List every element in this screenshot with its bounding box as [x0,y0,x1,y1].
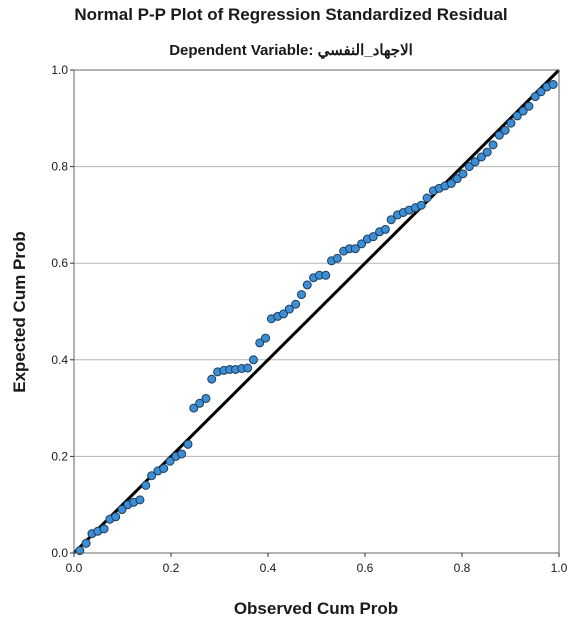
grid-lines [74,166,559,457]
y-tick-label: 0.6 [51,256,68,270]
data-point [350,244,360,254]
data-point [458,169,468,179]
data-point [524,101,534,111]
plot-area [72,68,561,556]
data-point [386,215,396,225]
data-point [416,200,426,210]
data-point [165,456,175,466]
data-point [357,239,367,249]
x-tick-label: 0.4 [260,561,277,575]
y-tick-label: 0.8 [51,160,68,174]
chart-subtitle: Dependent Variable: الاجهاد_النفسي [169,42,413,60]
data-point [201,393,211,403]
y-axis-title: Expected Cum Prob [10,231,29,393]
x-tick-label: 0.0 [66,561,83,575]
data-point [422,193,432,203]
data-point [141,480,151,490]
data-point [177,449,187,459]
data-point [111,512,121,522]
x-tick-label: 0.2 [163,561,180,575]
data-point [488,140,498,150]
data-point [380,224,390,234]
data-point [189,403,199,413]
data-point [452,174,462,184]
y-tick-label: 0.4 [51,353,68,367]
data-point [261,333,271,343]
data-point [135,495,145,505]
data-point [368,232,378,242]
data-point [279,309,289,319]
data-point [470,157,480,167]
data-point [291,299,301,309]
data-point [530,92,540,102]
x-tick-label: 0.8 [454,561,471,575]
data-point [512,111,522,121]
data-point [482,147,492,157]
x-tick-label: 1.0 [551,561,568,575]
data-point [518,106,528,116]
x-axis-title: Observed Cum Prob [234,599,398,618]
data-point [302,280,312,290]
data-points [75,79,558,556]
y-tick-label: 0.0 [51,546,68,560]
data-point [117,505,127,515]
data-point [476,152,486,162]
data-point [506,118,516,128]
data-point [321,270,331,280]
y-axis-ticks: 0.0 0.2 0.4 0.6 0.8 1.0 [51,63,74,560]
data-point [159,463,169,473]
x-tick-label: 0.6 [357,561,374,575]
data-point [296,290,306,300]
data-point [536,87,546,97]
data-point [284,304,294,314]
plot-frame [73,69,560,554]
data-point [446,179,456,189]
data-point [243,363,253,373]
data-point [99,524,109,534]
data-point [195,398,205,408]
y-tick-label: 1.0 [51,63,68,77]
x-axis-ticks: 0.0 0.2 0.4 0.6 0.8 1.0 [66,553,568,575]
data-point [248,355,258,365]
data-point [500,125,510,135]
data-point [207,374,217,384]
data-point [183,439,193,449]
data-point [255,338,265,348]
data-point [494,130,504,140]
data-point [464,162,474,172]
data-point [147,471,157,481]
data-point [81,538,91,548]
data-point [332,253,342,263]
data-point [548,79,558,89]
y-tick-label: 0.2 [51,449,68,463]
chart-title: Normal P-P Plot of Regression Standardiz… [74,5,507,24]
